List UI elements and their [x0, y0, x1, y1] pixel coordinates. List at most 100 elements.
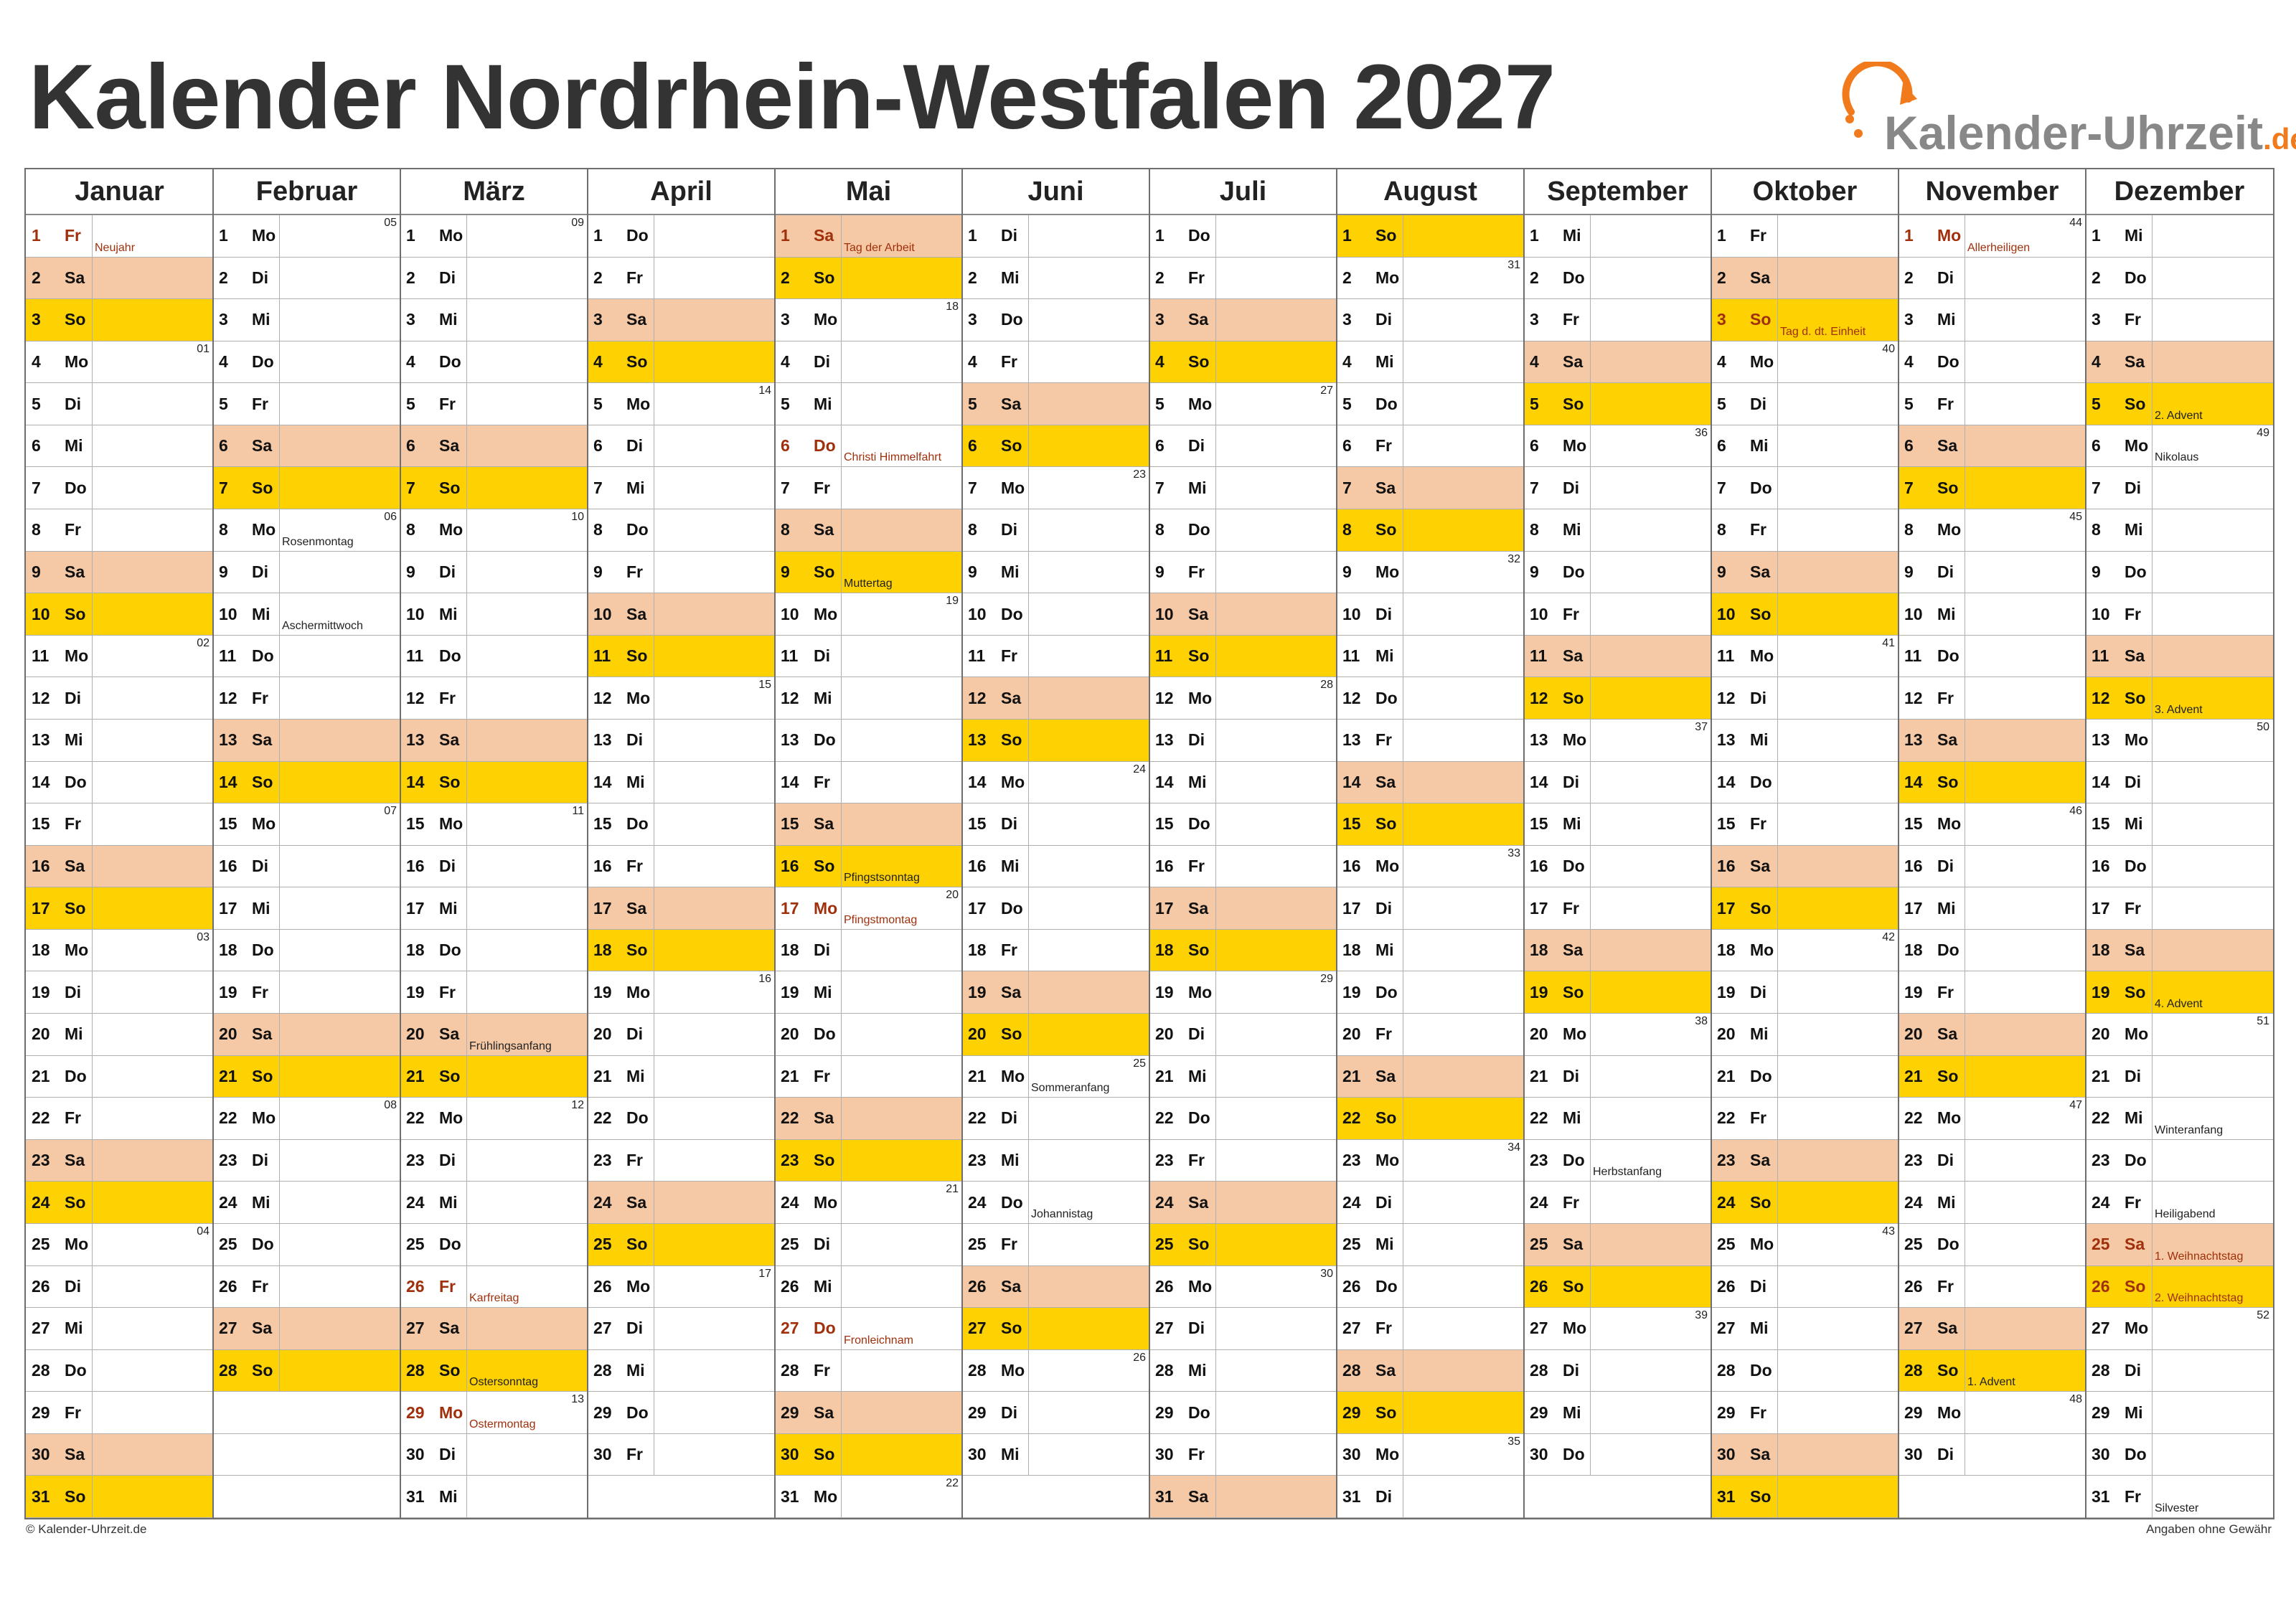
day-cell: 21 So [1899, 1055, 2086, 1098]
day-cell: 15 So [1337, 803, 1524, 846]
day-number: 21 [1530, 1066, 1548, 1085]
cell-divider [1028, 1392, 1029, 1433]
weekday-name: Mi [1937, 898, 1956, 918]
day-number: 3 [32, 310, 41, 329]
day-cell: 2 Mo 31 [1337, 257, 1524, 300]
day-cell: 20 Fr [1337, 1014, 1524, 1056]
day-cell: 21 So [213, 1055, 400, 1098]
day-cell: 22 Mo 47 [1899, 1098, 2086, 1140]
cell-divider [1590, 1182, 1591, 1223]
day-number: 9 [2092, 562, 2101, 581]
day-number: 24 [1717, 1192, 1736, 1212]
day-cell: 6 Sa [1899, 425, 2086, 468]
day-number: 18 [406, 940, 425, 960]
day-cell: 26 Di [1711, 1265, 1899, 1309]
day-cell: 14 Do [26, 761, 213, 804]
weekday-name: Mo [1563, 436, 1587, 456]
day-number: 24 [968, 1192, 987, 1212]
day-cell: 25 Do [1899, 1223, 2086, 1266]
day-number: 10 [1904, 604, 1923, 623]
month-column: März 1 Mo 09 2 Di 3 Mi 4 Do 5 Fr 6 Sa 7 So 8 Mo 10 9 Di 10 Mi 1… [400, 169, 588, 1518]
cell-divider [1215, 1265, 1216, 1308]
day-number: 5 [32, 394, 41, 413]
day-number: 25 [1717, 1235, 1736, 1254]
day-number: 1 [2092, 226, 2101, 245]
weekday-name: Mo [439, 226, 464, 245]
weekday-name: Di [1937, 1151, 1954, 1170]
weekday-name: Di [1001, 1402, 1017, 1422]
day-cell: 3 Mi [400, 299, 588, 341]
day-cell: 27 Do Fronleichnam [775, 1308, 962, 1350]
cell-divider [279, 1223, 280, 1265]
day-cell: 1 Mo 09 [400, 215, 588, 258]
weekday-name: Do [626, 520, 649, 539]
day-cell: 2 Di [400, 257, 588, 300]
day-number: 3 [968, 310, 977, 329]
cell-divider [1215, 1055, 1216, 1098]
month-column: November 1 Mo 44 Allerheiligen 2 Di 3 Mi 4 Do 5 Fr 6 S… [1899, 169, 2086, 1518]
day-cell: 15 Mo 07 [213, 803, 400, 846]
logo-text: Kalender-Uhrzeit [1884, 106, 2264, 159]
day-number: 14 [781, 772, 799, 791]
cell-divider [279, 215, 280, 257]
day-cell: 16 Fr [1149, 845, 1337, 888]
day-number: 8 [1717, 520, 1726, 539]
weekday-name: Sa [1563, 352, 1584, 372]
cell-divider [466, 467, 467, 509]
cell-divider [279, 299, 280, 341]
logo[interactable]: Kalender-Uhrzeit.de [1837, 62, 2296, 162]
cell-divider [1777, 1098, 1778, 1139]
weekday-name: Fr [2125, 604, 2141, 623]
day-number: 1 [781, 226, 790, 245]
cell-divider [279, 803, 280, 845]
weekday-name: Do [1750, 1360, 1772, 1380]
cell-divider [466, 509, 467, 551]
weekday-name: Di [1001, 1108, 1017, 1128]
cell-divider [1215, 1182, 1216, 1223]
day-cell: 2 Di [213, 257, 400, 300]
cell-divider [1590, 1014, 1591, 1055]
day-cell: 4 Do [1899, 341, 2086, 384]
weekday-name: So [65, 604, 86, 623]
day-number: 27 [406, 1319, 425, 1338]
day-number: 22 [781, 1108, 799, 1128]
month-header: September [1524, 169, 1711, 215]
day-number: 27 [219, 1319, 237, 1338]
cell-divider [1028, 425, 1029, 467]
day-cell: 24 So [26, 1182, 213, 1224]
day-number: 31 [1342, 1486, 1361, 1506]
weekday-name: Fr [252, 982, 268, 1001]
weekday-name: Sa [1375, 1360, 1396, 1380]
cell-divider [92, 929, 93, 971]
day-number: 21 [1155, 1066, 1174, 1085]
day-cell: 15 Mo 11 [400, 803, 588, 846]
weekday-name: Mo [1937, 1108, 1962, 1128]
calendar-week-number: 33 [1507, 847, 1520, 859]
calendar-week-number: 21 [946, 1183, 959, 1196]
day-cell: 4 Mo 40 [1711, 341, 1899, 384]
weekday-name: Sa [252, 730, 273, 750]
day-cell: 9 Do [2086, 551, 2273, 594]
day-number: 25 [406, 1235, 425, 1254]
weekday-name: Mi [252, 604, 270, 623]
cell-divider [466, 299, 467, 341]
weekday-name: Di [2125, 772, 2141, 791]
day-number: 11 [781, 646, 799, 666]
weekday-name: Mi [1937, 604, 1956, 623]
cell-divider [841, 1223, 842, 1265]
cell-divider [466, 803, 467, 845]
cell-divider [1777, 341, 1778, 383]
weekday-name: Do [814, 730, 836, 750]
month-header: August [1337, 169, 1524, 215]
weekday-name: Mi [65, 436, 83, 456]
weekday-name: Sa [65, 268, 85, 287]
weekday-name: Sa [65, 1151, 85, 1170]
weekday-name: Di [65, 1276, 81, 1296]
day-cell: 10 Sa [1149, 593, 1337, 636]
day-cell: 8 Di [962, 509, 1149, 552]
day-cell: 30 Mi [962, 1433, 1149, 1476]
weekday-name: So [1750, 1192, 1772, 1212]
cell-divider [1777, 803, 1778, 845]
day-cell: 10 Do [962, 593, 1149, 636]
calendar-week-number: 07 [384, 805, 397, 818]
